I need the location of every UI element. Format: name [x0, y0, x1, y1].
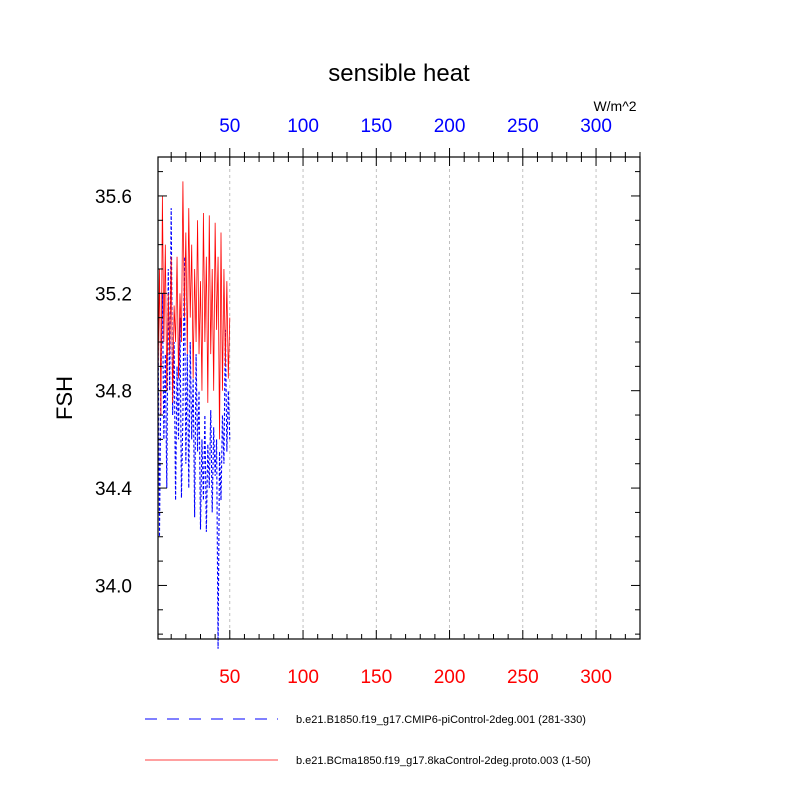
x-tick-label-top: 50 [219, 116, 240, 137]
chart-title: sensible heat [328, 60, 470, 87]
legend-label-blue: b.e21.B1850.f19_g17.CMIP6-piControl-2deg… [296, 714, 586, 726]
legend: b.e21.B1850.f19_g17.CMIP6-piControl-2deg… [145, 714, 591, 767]
x-tick-label-top: 100 [287, 116, 319, 137]
series-layer [157, 181, 231, 649]
y-tick-label: 34.4 [95, 479, 132, 500]
units-label: W/m^2 [593, 98, 636, 114]
x-tick-label-bottom: 100 [287, 667, 319, 688]
x-tick-label-bottom: 150 [360, 667, 392, 688]
y-tick-label: 35.2 [95, 284, 132, 305]
axis-layer: 50 50 100 100 150 150 200 200 250 250 300 300 34.0 34… [95, 116, 641, 688]
x-tick-label-bottom: 250 [507, 667, 539, 688]
grid-layer [229, 157, 597, 639]
legend-label-red: b.e21.BCma1850.f19_g17.8kaControl-2deg.p… [296, 755, 591, 767]
x-tick-label-top: 300 [580, 116, 612, 137]
series-line-red-solid [157, 181, 231, 440]
y-tick-label: 34.8 [95, 382, 132, 403]
plot-frame [157, 156, 641, 640]
x-tick-label-top: 200 [434, 116, 466, 137]
series-line-blue-dashed [157, 208, 231, 649]
y-axis-label: FSH [52, 376, 77, 420]
y-tick-label: 34.0 [95, 576, 132, 597]
y-tick-label: 35.6 [95, 187, 132, 208]
x-tick-label-bottom: 50 [219, 667, 240, 688]
x-tick-label-bottom: 300 [580, 667, 612, 688]
x-tick-label-top: 150 [360, 116, 392, 137]
x-tick-label-bottom: 200 [434, 667, 466, 688]
x-tick-label-top: 250 [507, 116, 539, 137]
